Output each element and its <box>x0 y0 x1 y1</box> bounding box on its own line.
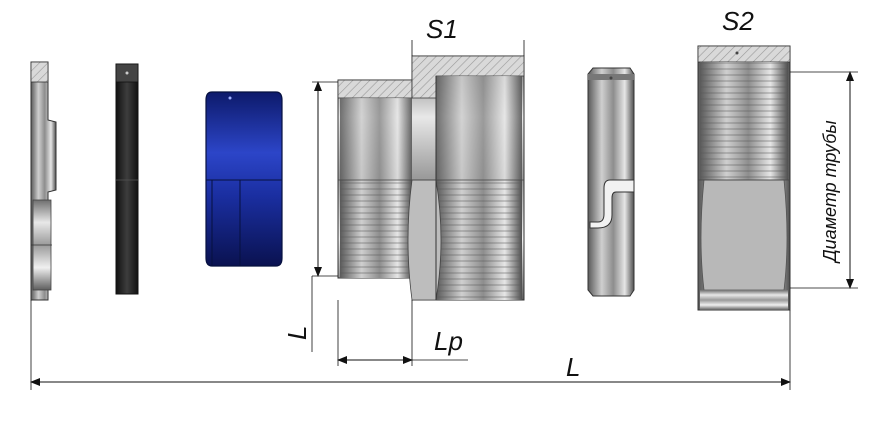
dimension-l-vertical <box>311 81 338 352</box>
dimension-l-total <box>30 300 791 390</box>
label-lp: Lp <box>434 326 463 356</box>
part-thin-ring <box>30 61 57 301</box>
dimension-lp <box>337 300 468 366</box>
part-split-ring <box>587 67 635 297</box>
label-l-total: L <box>566 352 580 382</box>
s1-leader <box>411 40 525 56</box>
part-blue-seal <box>205 91 283 267</box>
dimension-pipe-diameter <box>790 71 858 289</box>
part-black-ring <box>115 63 139 295</box>
part-main-body <box>337 55 525 301</box>
label-l-vertical: L <box>282 326 312 340</box>
label-s1: S1 <box>426 14 458 44</box>
label-s2: S2 <box>722 6 754 36</box>
part-end-nut <box>697 45 791 311</box>
label-pipe-diameter: Диаметр трубы <box>820 120 840 264</box>
